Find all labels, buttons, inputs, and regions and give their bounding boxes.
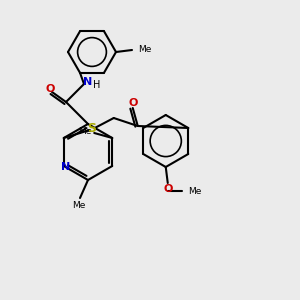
Text: Me: Me	[72, 201, 86, 210]
Text: O: O	[163, 184, 172, 194]
Text: Me: Me	[138, 46, 152, 55]
Text: N: N	[61, 162, 70, 172]
Text: Me: Me	[188, 187, 201, 196]
Text: H: H	[93, 80, 101, 90]
Text: Me: Me	[78, 128, 91, 136]
Text: O: O	[45, 84, 55, 94]
Text: O: O	[128, 98, 137, 108]
Text: N: N	[83, 77, 93, 87]
Text: S: S	[87, 122, 96, 134]
